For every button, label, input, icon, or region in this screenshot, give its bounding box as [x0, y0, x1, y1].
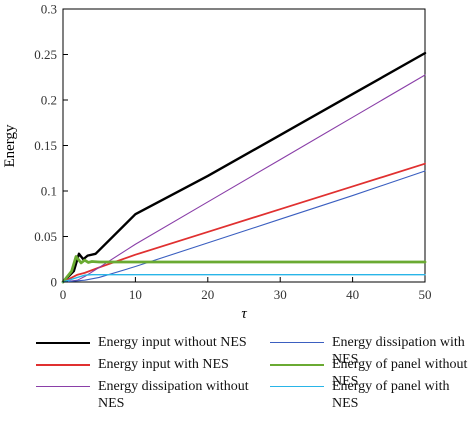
- series-line-energy-dissipation-with-nes: [62, 170, 426, 283]
- y-tick-label: 0.2: [41, 93, 57, 108]
- legend: Energy input without NES Energy dissipat…: [30, 334, 470, 420]
- x-tick-label: 10: [129, 287, 142, 302]
- x-tick-label: 50: [419, 287, 432, 302]
- y-axis-label: Energy: [2, 124, 18, 168]
- energy-chart: 0 10 20 30 40 50 0 0.05 0.1 0.15 0.2 0.25 0.3 τ Ener…: [2, 2, 432, 323]
- legend-item-energy-input-without-nes: Energy input without NES: [36, 334, 247, 351]
- x-tick-label: 30: [274, 287, 287, 302]
- x-tick-label: 20: [201, 287, 214, 302]
- legend-label: Energy dissipation without NES: [98, 379, 249, 411]
- y-tick-label: 0.05: [34, 229, 57, 244]
- series-line-energy-of-panel-with-nes: [62, 274, 426, 283]
- legend-label: Energy input with NES: [98, 357, 229, 372]
- series-line-energy-input-with-nes: [62, 162, 426, 283]
- x-tick-label: 0: [60, 287, 67, 302]
- legend-swatch: [36, 386, 90, 387]
- x-tick-label: 40: [346, 287, 359, 302]
- legend-swatch: [36, 364, 90, 366]
- legend-item-energy-dissipation-with-nes: Energy dissipation with NES: [270, 334, 470, 368]
- y-tick-label: 0.25: [34, 47, 57, 62]
- legend-item-energy-input-with-nes: Energy input with NES: [36, 356, 229, 373]
- legend-label: Energy input without NES: [98, 335, 247, 350]
- legend-item-energy-of-panel-without-nes: Energy of panel without NES: [270, 356, 470, 390]
- legend-label: Energy dissipation with NES: [332, 335, 465, 367]
- legend-label: Energy of panel with NES: [332, 379, 450, 411]
- legend-swatch: [270, 364, 324, 366]
- y-tick-label: 0.1: [41, 184, 57, 199]
- legend-swatch: [270, 342, 324, 343]
- legend-swatch: [36, 342, 90, 344]
- legend-swatch: [270, 386, 324, 387]
- x-axis-label: τ: [241, 306, 247, 322]
- y-tick-label: 0.15: [34, 138, 57, 153]
- series-line-energy-dissipation-without-nes: [62, 74, 426, 283]
- series-line-energy-of-panel-without-nes: [61, 255, 427, 284]
- legend-item-energy-of-panel-with-nes: Energy of panel with NES: [270, 378, 470, 412]
- plot-area-frame: [62, 8, 426, 283]
- y-tick-label: 0: [51, 275, 58, 290]
- y-tick-label: 0.3: [41, 2, 57, 17]
- legend-label: Energy of panel without NES: [332, 357, 468, 389]
- legend-item-energy-dissipation-without-nes: Energy dissipation without NES: [36, 378, 258, 412]
- series-line-energy-input-without-nes: [61, 51, 427, 284]
